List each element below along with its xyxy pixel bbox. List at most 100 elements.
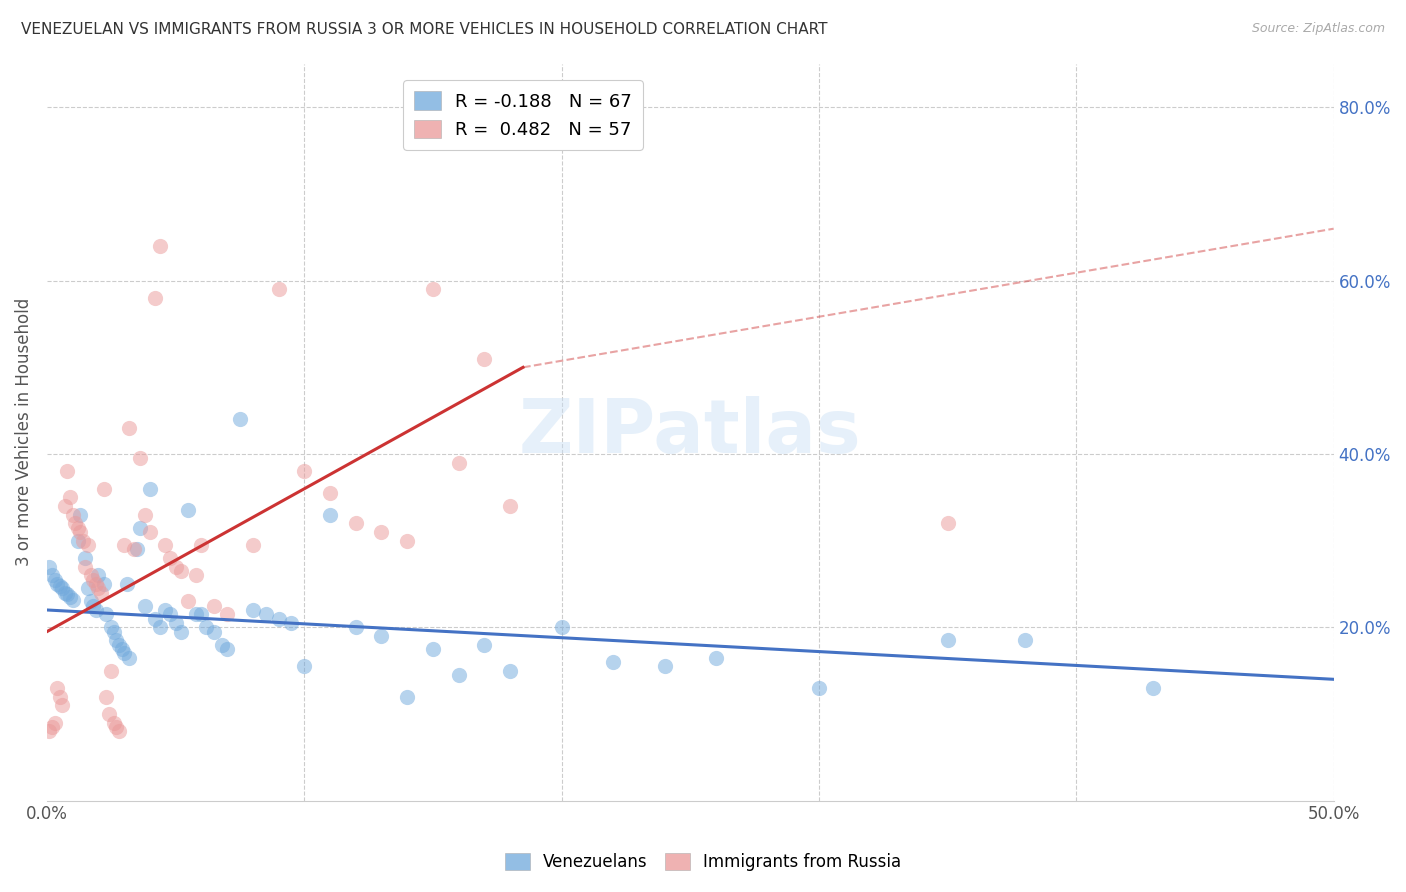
Point: [165, 559, 187, 574]
Point: [59, 590, 82, 604]
Point: [344, 516, 367, 531]
Point: [94, 607, 117, 622]
Point: [41, 568, 63, 582]
Point: [165, 615, 187, 630]
Point: [177, 503, 200, 517]
Text: ZIPatlas: ZIPatlas: [519, 396, 862, 469]
Point: [105, 720, 128, 734]
Point: [46, 577, 69, 591]
Point: [155, 603, 177, 617]
Point: [292, 464, 315, 478]
Point: [139, 524, 162, 539]
Point: [77, 582, 100, 596]
Point: [190, 538, 212, 552]
Point: [159, 551, 181, 566]
Point: [190, 607, 212, 622]
Point: [63, 516, 86, 531]
Point: [66, 533, 89, 548]
Point: [280, 615, 302, 630]
Point: [41, 720, 63, 734]
Point: [143, 612, 166, 626]
Point: [654, 659, 676, 673]
Point: [72, 533, 94, 548]
Point: [75, 559, 97, 574]
Point: [118, 650, 141, 665]
Point: [242, 538, 264, 552]
Point: [254, 607, 277, 622]
Point: [128, 451, 150, 466]
Point: [1014, 633, 1036, 648]
Point: [44, 573, 66, 587]
Point: [229, 412, 252, 426]
Point: [118, 421, 141, 435]
Point: [447, 668, 470, 682]
Point: [370, 629, 392, 643]
Point: [66, 521, 89, 535]
Point: [90, 585, 112, 599]
Point: [108, 724, 131, 739]
Point: [202, 599, 225, 613]
Point: [49, 690, 72, 704]
Point: [242, 603, 264, 617]
Point: [62, 592, 84, 607]
Point: [149, 620, 172, 634]
Point: [53, 585, 76, 599]
Point: [100, 620, 122, 634]
Legend: R = -0.188   N = 67, R =  0.482   N = 57: R = -0.188 N = 67, R = 0.482 N = 57: [404, 80, 643, 150]
Point: [93, 482, 115, 496]
Point: [82, 599, 104, 613]
Point: [149, 239, 172, 253]
Point: [186, 568, 208, 582]
Point: [112, 538, 135, 552]
Point: [704, 650, 727, 665]
Point: [105, 633, 128, 648]
Point: [110, 642, 132, 657]
Point: [49, 579, 72, 593]
Point: [215, 642, 238, 657]
Point: [38, 724, 60, 739]
Text: Source: ZipAtlas.com: Source: ZipAtlas.com: [1251, 22, 1385, 36]
Point: [112, 646, 135, 660]
Point: [51, 698, 73, 713]
Point: [936, 516, 959, 531]
Point: [128, 521, 150, 535]
Point: [422, 282, 444, 296]
Point: [84, 577, 107, 591]
Point: [447, 456, 470, 470]
Point: [82, 573, 104, 587]
Point: [422, 642, 444, 657]
Point: [143, 291, 166, 305]
Point: [807, 681, 830, 695]
Point: [370, 524, 392, 539]
Point: [103, 715, 125, 730]
Point: [56, 464, 79, 478]
Point: [195, 620, 218, 634]
Point: [69, 508, 91, 522]
Point: [124, 542, 146, 557]
Point: [155, 538, 177, 552]
Point: [79, 568, 101, 582]
Point: [62, 508, 84, 522]
Point: [115, 577, 138, 591]
Point: [499, 499, 522, 513]
Point: [93, 577, 115, 591]
Point: [44, 715, 66, 730]
Point: [77, 538, 100, 552]
Legend: Venezuelans, Immigrants from Russia: Venezuelans, Immigrants from Russia: [496, 845, 910, 880]
Point: [51, 582, 73, 596]
Point: [292, 659, 315, 673]
Point: [134, 508, 156, 522]
Point: [474, 638, 496, 652]
Point: [396, 533, 419, 548]
Point: [56, 587, 79, 601]
Y-axis label: 3 or more Vehicles in Household: 3 or more Vehicles in Household: [15, 298, 32, 566]
Point: [170, 624, 193, 639]
Point: [170, 564, 193, 578]
Point: [211, 638, 233, 652]
Point: [100, 664, 122, 678]
Point: [69, 524, 91, 539]
Point: [319, 486, 342, 500]
Point: [159, 607, 181, 622]
Point: [94, 690, 117, 704]
Point: [474, 351, 496, 366]
